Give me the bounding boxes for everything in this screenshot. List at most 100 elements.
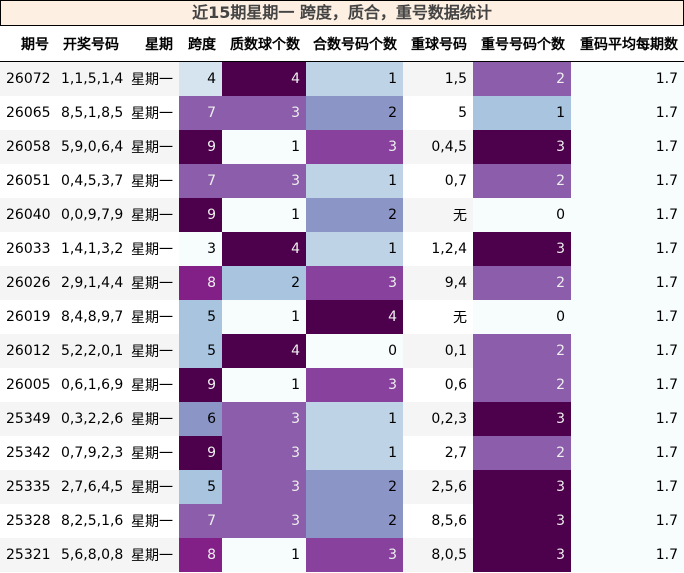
table-cell: 3 [473, 402, 571, 436]
table-row: 25321 5,6,8,0,8 星期一 8 1 3 8,0,5 3 1.7 [0, 538, 684, 572]
table-cell: 9 [179, 436, 222, 470]
table-cell: 8 [179, 266, 222, 300]
table-cell: 1,4,1,3,2 [61, 241, 124, 257]
column-header: 重球号码 [403, 26, 473, 62]
table-cell: 0 [306, 334, 403, 368]
table-row: 26026 2,9,1,4,4 星期一 8 2 3 9,4 2 1.7 [0, 266, 684, 300]
table-cell: 星期一 [131, 378, 173, 394]
table-cell: 2 [473, 334, 571, 368]
table-cell: 1.7 [571, 266, 684, 300]
table-cell: 1 [306, 164, 403, 198]
table-cell: 26065 [6, 105, 51, 121]
table-cell: 26005 [6, 377, 51, 393]
table-cell: 5 [458, 105, 467, 121]
table-cell: 0 [473, 198, 571, 232]
table-row: 26058 5,9,0,6,4 星期一 9 1 3 0,4,5 3 1.7 [0, 130, 684, 164]
table-row: 26072 1,1,5,1,4 星期一 4 4 1 1,5 2 1.7 [0, 61, 684, 96]
table-cell: 26058 [0, 130, 55, 164]
table-cell: 25349 [0, 402, 55, 436]
table-cell: 星期一 [125, 538, 179, 572]
table-cell: 4 [179, 61, 222, 96]
table-row: 25349 0,3,2,2,6 星期一 6 3 1 0,2,3 3 1.7 [0, 402, 684, 436]
table-cell: 25321 [0, 538, 55, 572]
column-header: 质数球个数 [222, 26, 306, 62]
table-cell: 26012 [0, 334, 55, 368]
table-cell: 4 [222, 334, 306, 368]
table-cell: 1.7 [571, 198, 684, 232]
table-cell: 1,1,5,1,4 [55, 61, 125, 96]
table-cell: 5 [179, 470, 222, 504]
table-cell: 0,7 [444, 173, 467, 189]
table-cell: 1 [222, 300, 306, 334]
column-header: 重码平均每期数 [571, 26, 684, 62]
table-cell: 3 [473, 470, 571, 504]
table-cell: 1 [222, 130, 306, 164]
table-cell: 0,4,5 [403, 130, 473, 164]
table-cell: 26026 [0, 266, 55, 300]
table-row: 26040 0,0,9,7,9 星期一 9 1 2 无 0 1.7 [0, 198, 684, 232]
table-cell: 2,7 [444, 445, 467, 461]
table-cell: 25328 [6, 513, 51, 529]
table-cell: 1 [473, 96, 571, 130]
table-cell: 1,2,4 [431, 241, 467, 257]
table-cell: 8,5,6 [431, 513, 467, 529]
table-cell: 3 [306, 368, 403, 402]
table-cell: 2,7,6,4,5 [55, 470, 125, 504]
table-cell: 星期一 [125, 198, 179, 232]
table-cell: 26040 [0, 198, 55, 232]
table-cell: 1 [306, 61, 403, 96]
table-cell: 2 [473, 266, 571, 300]
table-cell: 2 [306, 96, 403, 130]
table-cell: 3 [222, 402, 306, 436]
table-cell: 8 [179, 538, 222, 572]
column-header: 合数号码个数 [306, 26, 403, 62]
table-cell: 1 [306, 232, 403, 266]
table-cell: 0,7,9,2,3 [61, 445, 124, 461]
table-cell: 星期一 [131, 242, 173, 258]
table-cell: 1.7 [571, 402, 684, 436]
table-cell: 8,2,5,1,6 [61, 513, 124, 529]
table-cell: 9 [179, 368, 222, 402]
table-cell: 9 [179, 198, 222, 232]
table-cell: 3 [179, 232, 222, 266]
table-cell: 1.7 [571, 61, 684, 96]
table-cell: 5,9,0,6,4 [55, 130, 125, 164]
table-cell: 3 [306, 130, 403, 164]
table-row: 26033 1,4,1,3,2 星期一 3 4 1 1,2,4 3 1.7 [0, 232, 684, 266]
table-cell: 1.7 [571, 436, 684, 470]
table-cell: 3 [306, 538, 403, 572]
table-row: 25342 0,7,9,2,3 星期一 9 3 1 2,7 2 1.7 [0, 436, 684, 470]
table-cell: 3 [473, 504, 571, 538]
table-cell: 1 [306, 436, 403, 470]
table-cell: 星期一 [125, 334, 179, 368]
table-cell: 26072 [0, 61, 55, 96]
table-cell: 0,1 [403, 334, 473, 368]
table-cell: 5 [179, 334, 222, 368]
table-cell: 2 [473, 164, 571, 198]
table-cell: 3 [473, 232, 571, 266]
table-cell: 2 [222, 266, 306, 300]
table-cell: 2 [306, 470, 403, 504]
table-cell: 4 [222, 61, 306, 96]
table-row: 25335 2,7,6,4,5 星期一 5 3 2 2,5,6 3 1.7 [0, 470, 684, 504]
table-cell: 1 [306, 402, 403, 436]
table-row: 26065 8,5,1,8,5 星期一 7 3 2 5 1 1.7 [0, 96, 684, 130]
table-cell: 9,4 [403, 266, 473, 300]
table-cell: 星期一 [125, 402, 179, 436]
table-cell: 1.7 [571, 232, 684, 266]
table-row: 26051 0,4,5,3,7 星期一 7 3 1 0,7 2 1.7 [0, 164, 684, 198]
table-cell: 9 [179, 130, 222, 164]
table-cell: 星期一 [125, 470, 179, 504]
column-header: 开奖号码 [55, 26, 125, 62]
table-cell: 1.7 [571, 470, 684, 504]
table-cell: 8,4,8,9,7 [61, 309, 124, 325]
table-cell: 星期一 [125, 61, 179, 96]
table-cell: 3 [306, 266, 403, 300]
table-cell: 3 [222, 436, 306, 470]
column-header: 期号 [0, 26, 55, 62]
table-cell: 2 [473, 436, 571, 470]
table-cell: 3 [222, 504, 306, 538]
column-header: 星期 [125, 26, 179, 62]
table-cell: 7 [179, 504, 222, 538]
table-cell: 1.7 [571, 334, 684, 368]
